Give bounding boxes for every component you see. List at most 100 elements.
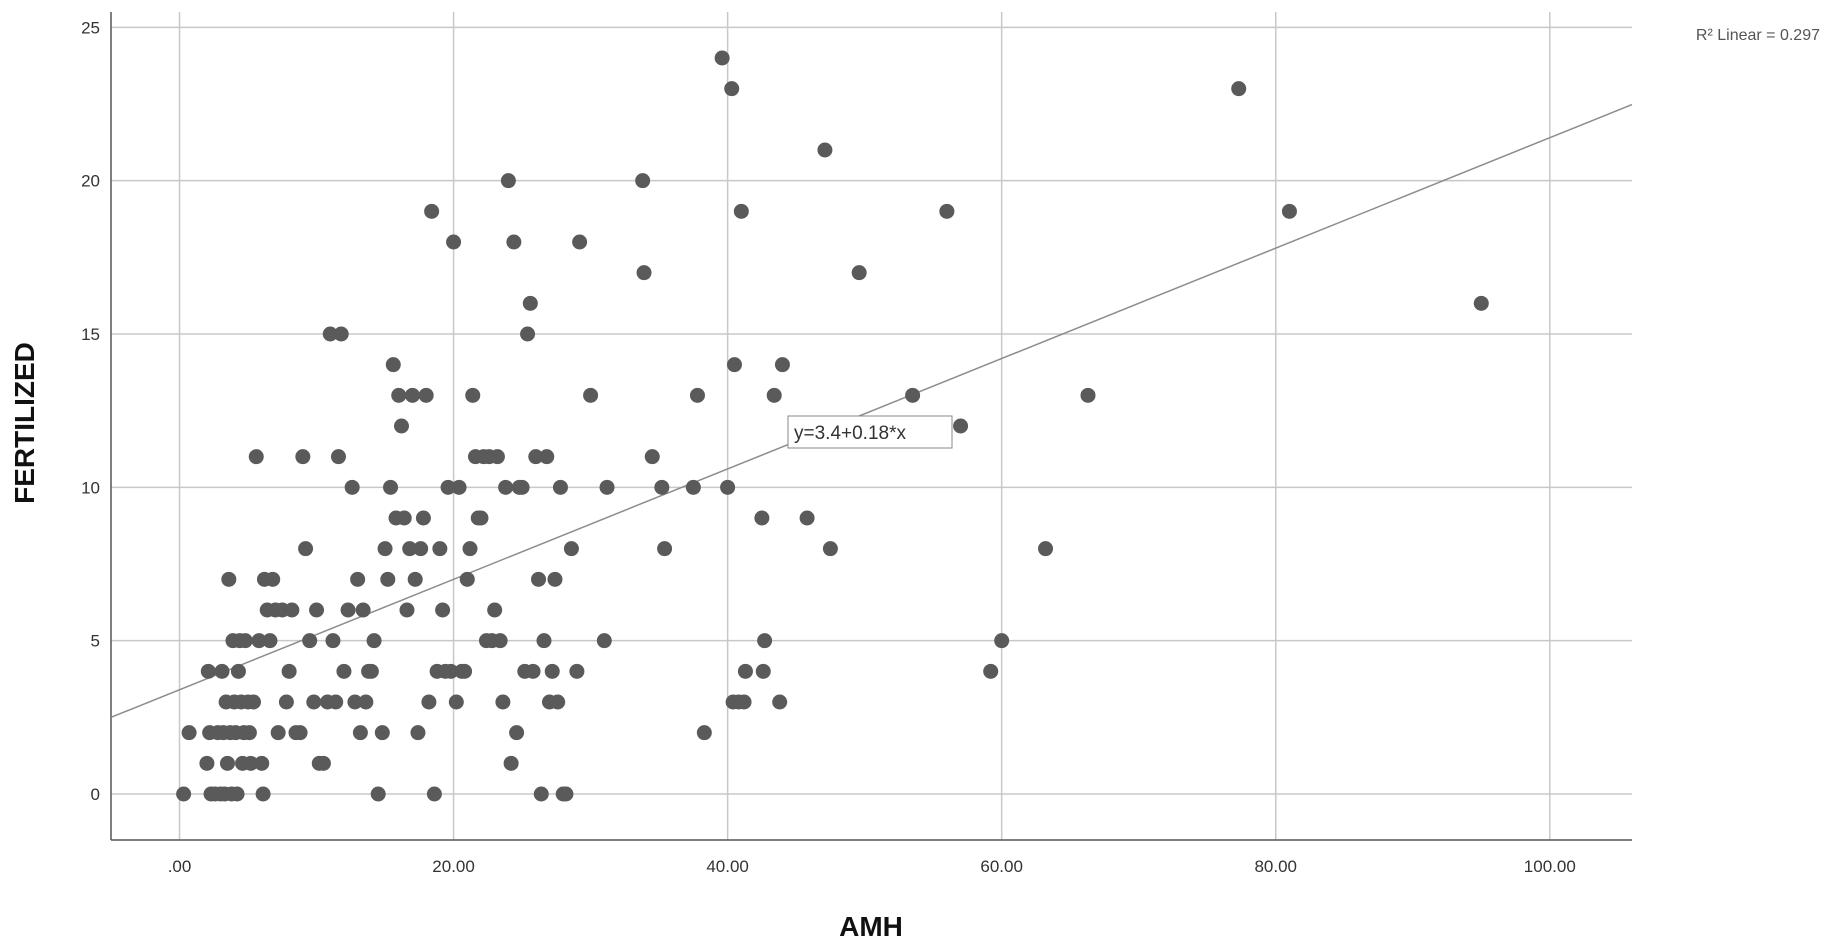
data-point — [506, 234, 522, 250]
data-point — [487, 602, 503, 618]
data-point — [983, 663, 999, 679]
data-point — [181, 725, 197, 741]
data-point — [558, 786, 574, 802]
y-tick-label: 5 — [91, 632, 100, 651]
data-point — [385, 357, 401, 373]
data-point — [410, 725, 426, 741]
data-point — [336, 663, 352, 679]
data-point — [489, 449, 505, 465]
data-point — [544, 663, 560, 679]
x-tick-labels: .00 20.00 40.00 60.00 80.00 100.00 — [168, 857, 1576, 876]
x-tick-label: .00 — [168, 857, 192, 876]
data-point — [799, 510, 815, 526]
r2-label: R² Linear = 0.297 — [1696, 27, 1820, 44]
data-point — [333, 326, 349, 342]
data-point — [424, 203, 440, 219]
y-tick-label: 10 — [81, 478, 100, 497]
data-point — [1080, 387, 1096, 403]
equation-box: y=3.4+0.18*x — [787, 415, 953, 449]
data-point — [733, 203, 749, 219]
data-point — [531, 571, 547, 587]
y-tick-label: 15 — [81, 325, 100, 344]
x-axis-title: AMH — [839, 911, 903, 942]
axes — [110, 12, 1632, 841]
data-point — [520, 326, 536, 342]
data-point — [292, 725, 308, 741]
data-point — [462, 541, 478, 557]
data-point — [270, 725, 286, 741]
data-point — [736, 694, 752, 710]
data-point — [315, 755, 331, 771]
data-point — [347, 694, 363, 710]
data-point — [443, 663, 459, 679]
data-points — [176, 50, 1489, 802]
data-point — [552, 479, 568, 495]
data-point — [407, 571, 423, 587]
data-point — [654, 479, 670, 495]
data-point — [1231, 81, 1247, 97]
data-point — [254, 755, 270, 771]
data-point — [229, 786, 245, 802]
x-tick-label: 100.00 — [1524, 857, 1576, 876]
data-point — [492, 633, 508, 649]
data-point — [473, 510, 489, 526]
data-point — [446, 234, 462, 250]
data-point — [309, 602, 325, 618]
y-tick-label: 20 — [81, 172, 100, 191]
data-point — [340, 602, 356, 618]
data-point — [251, 633, 267, 649]
data-point — [583, 387, 599, 403]
data-point — [724, 81, 740, 97]
data-point — [413, 541, 429, 557]
data-point — [457, 663, 473, 679]
data-point — [214, 663, 230, 679]
data-point — [754, 510, 770, 526]
data-point — [322, 326, 338, 342]
data-point — [377, 541, 393, 557]
data-point — [352, 725, 368, 741]
data-point — [539, 449, 555, 465]
data-point — [525, 663, 541, 679]
data-point — [366, 633, 382, 649]
data-point — [503, 755, 519, 771]
data-point — [657, 541, 673, 557]
equation-box-frame — [787, 415, 953, 449]
data-point — [757, 633, 773, 649]
data-point — [355, 602, 371, 618]
data-point — [599, 479, 615, 495]
y-tick-label: 0 — [91, 785, 100, 804]
data-point — [939, 203, 955, 219]
data-point — [374, 725, 390, 741]
data-point — [344, 479, 360, 495]
y-tick-label: 25 — [81, 18, 100, 37]
data-point — [176, 786, 192, 802]
data-point — [418, 387, 434, 403]
equation-label: y=3.4+0.18*x — [794, 423, 906, 444]
data-point — [415, 510, 431, 526]
data-point — [685, 479, 701, 495]
data-point — [421, 694, 437, 710]
data-point — [563, 541, 579, 557]
data-point — [399, 602, 415, 618]
data-point — [330, 449, 346, 465]
data-point — [265, 571, 281, 587]
data-point — [363, 663, 379, 679]
data-point — [533, 786, 549, 802]
data-point — [905, 387, 921, 403]
data-point — [241, 725, 257, 741]
data-point — [569, 663, 585, 679]
data-point — [451, 479, 467, 495]
data-point — [720, 479, 736, 495]
data-point — [822, 541, 838, 557]
data-point — [325, 633, 341, 649]
data-point — [350, 571, 366, 587]
data-point — [380, 571, 396, 587]
data-point — [246, 694, 262, 710]
data-point — [1281, 203, 1297, 219]
data-point — [755, 663, 771, 679]
data-point — [644, 449, 660, 465]
data-point — [774, 357, 790, 373]
data-point — [528, 449, 544, 465]
data-point — [404, 387, 420, 403]
data-point — [994, 633, 1010, 649]
